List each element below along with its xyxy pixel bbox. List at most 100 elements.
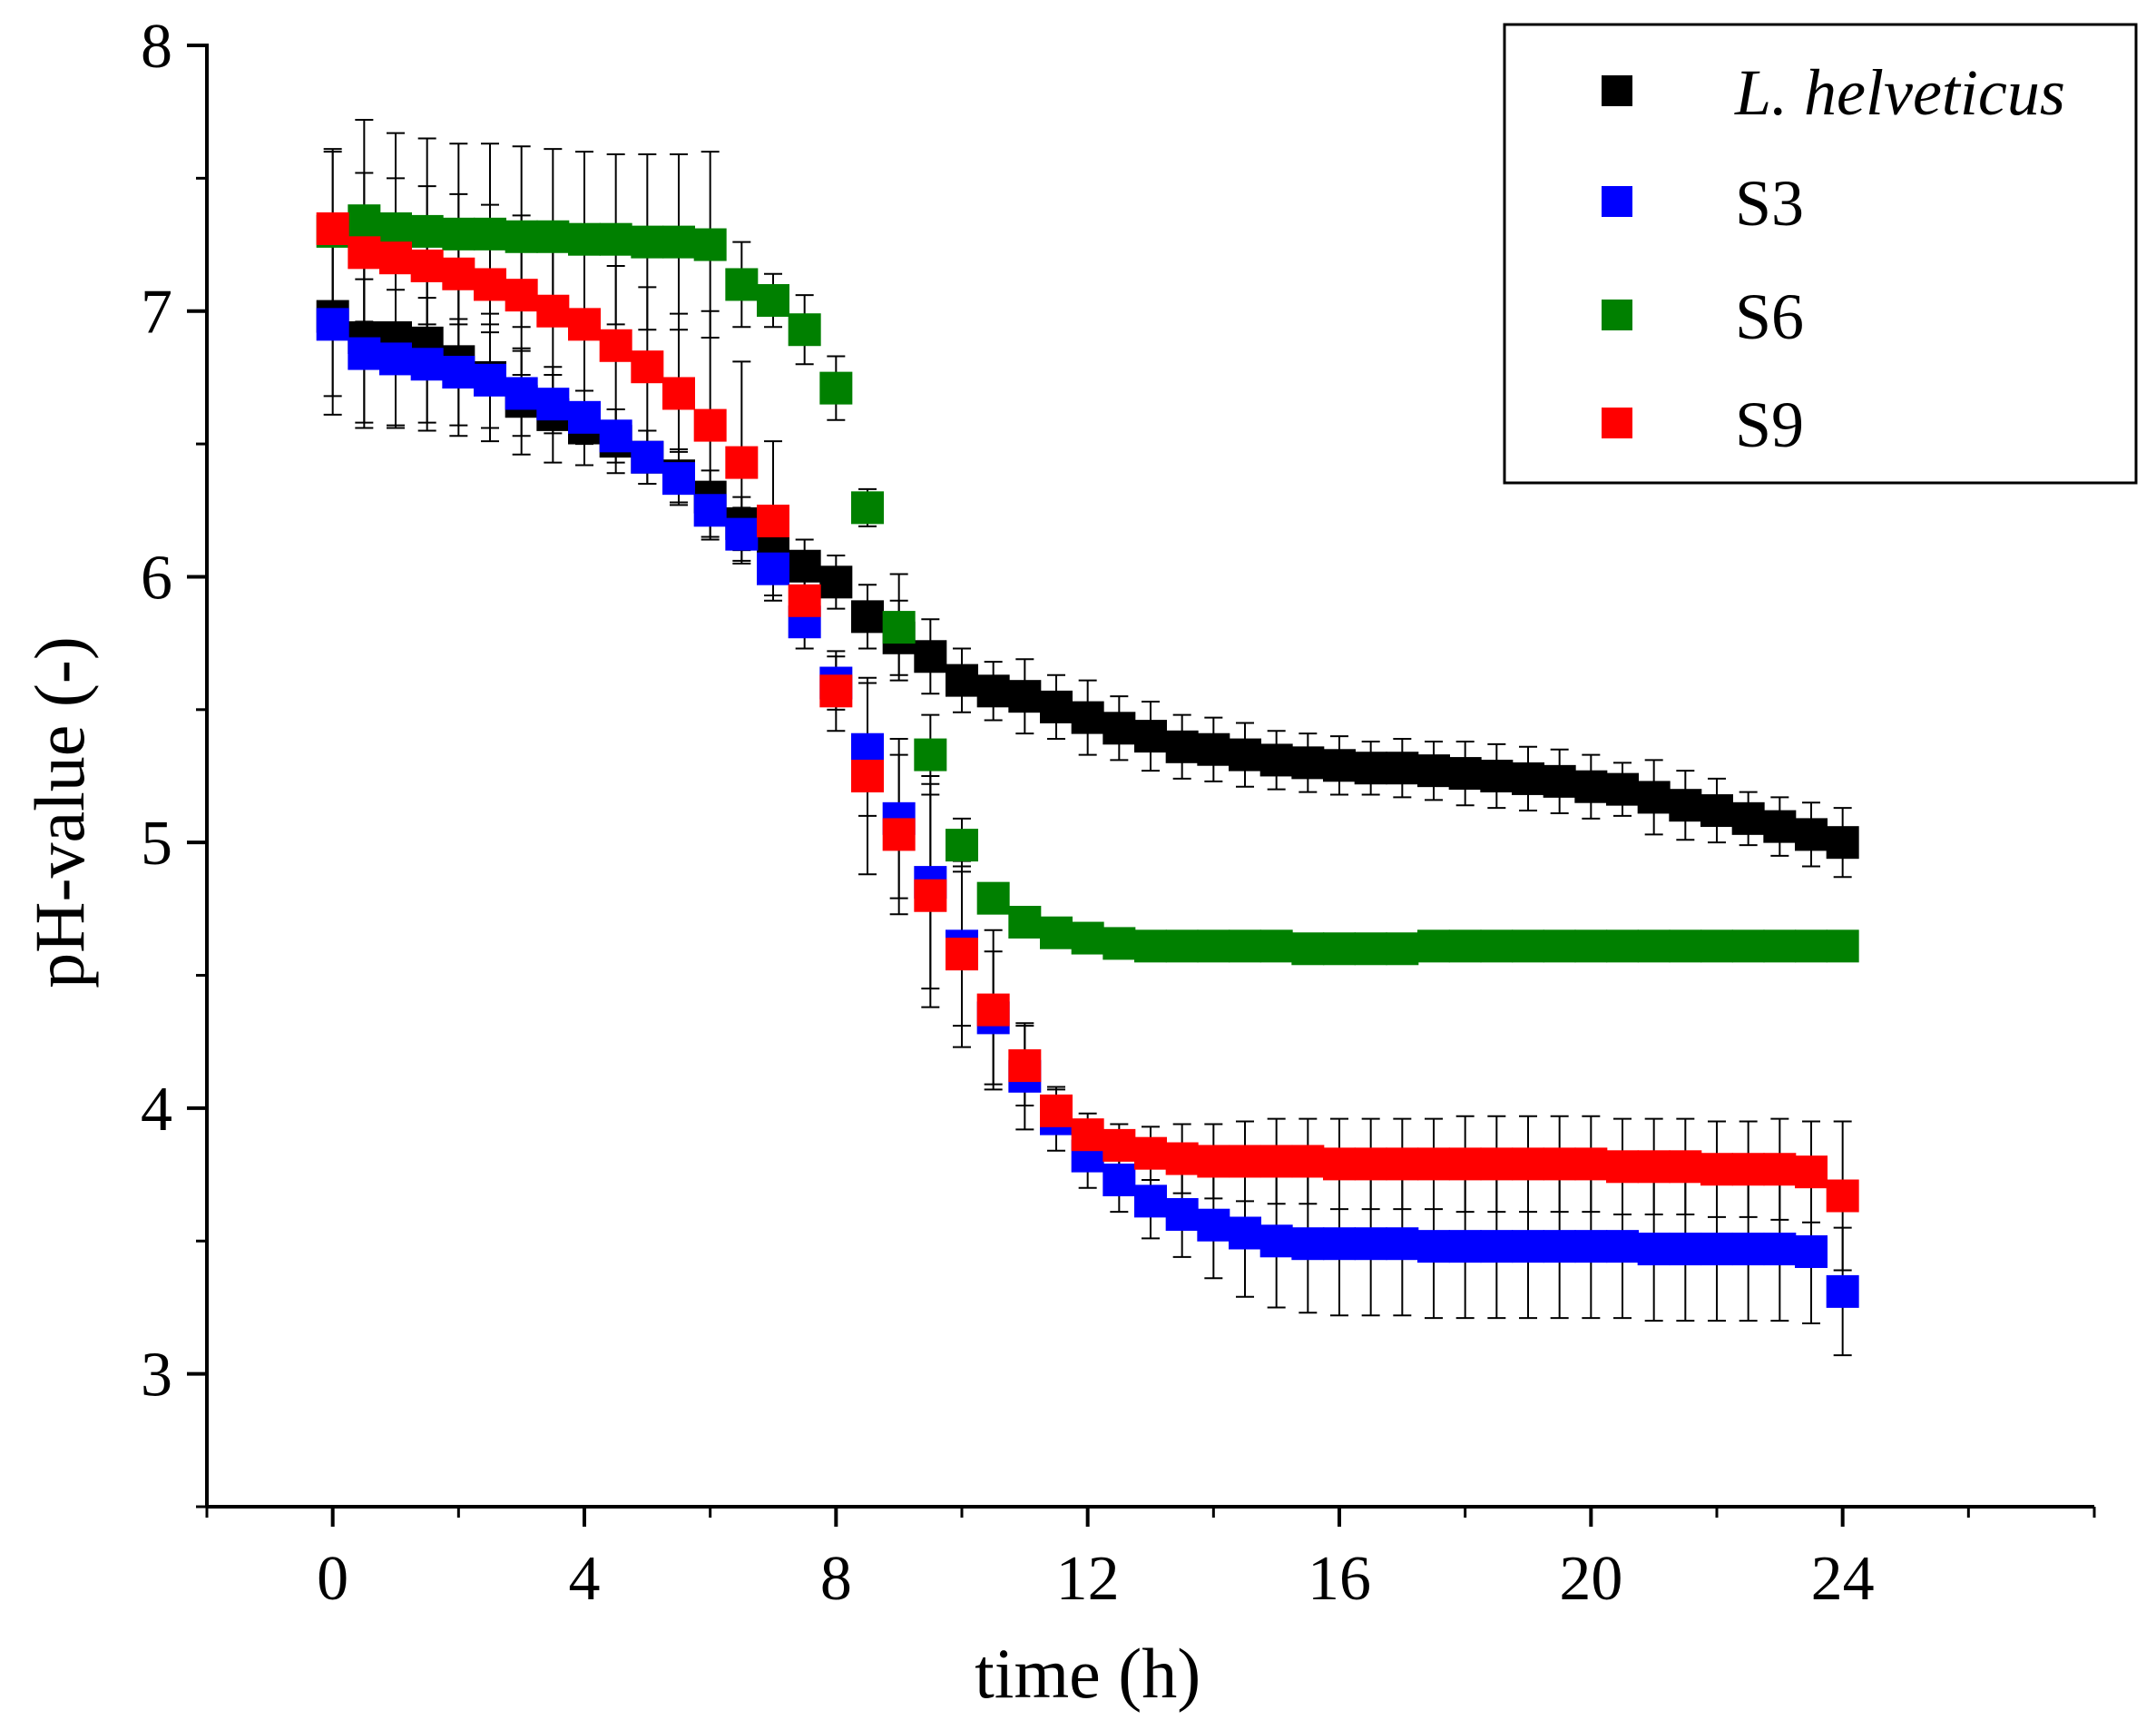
data-point bbox=[1731, 1153, 1765, 1186]
x-tick-label: 20 bbox=[1559, 1544, 1622, 1614]
data-point bbox=[505, 220, 538, 253]
data-point bbox=[599, 329, 632, 362]
data-point bbox=[1386, 752, 1419, 785]
data-point bbox=[662, 462, 695, 496]
data-point bbox=[1795, 1155, 1828, 1189]
data-point bbox=[946, 663, 978, 697]
data-point bbox=[1763, 1233, 1797, 1266]
data-point bbox=[1731, 929, 1765, 963]
data-point bbox=[1291, 746, 1325, 780]
data-point bbox=[788, 313, 821, 347]
data-point bbox=[379, 211, 412, 245]
data-point bbox=[693, 408, 727, 442]
legend-label: S6 bbox=[1735, 280, 1804, 353]
data-point bbox=[757, 552, 789, 585]
data-point bbox=[379, 342, 412, 376]
data-point bbox=[882, 611, 916, 644]
data-point bbox=[1512, 762, 1544, 795]
data-point bbox=[914, 738, 947, 772]
y-tick-label: 7 bbox=[141, 278, 172, 348]
data-point bbox=[1512, 929, 1544, 963]
data-point bbox=[1543, 1230, 1576, 1263]
data-point bbox=[914, 640, 947, 673]
data-point bbox=[1606, 1230, 1639, 1263]
data-point bbox=[1229, 1216, 1261, 1250]
data-point bbox=[1480, 760, 1514, 792]
data-point bbox=[1763, 810, 1797, 843]
data-point bbox=[1574, 770, 1608, 803]
data-point bbox=[442, 356, 475, 389]
data-point bbox=[1417, 754, 1450, 788]
data-point bbox=[851, 760, 884, 792]
x-tick-label: 16 bbox=[1308, 1544, 1371, 1614]
data-point bbox=[725, 517, 759, 551]
data-point bbox=[1259, 743, 1293, 777]
data-point bbox=[1134, 1136, 1167, 1170]
data-point bbox=[1291, 1145, 1325, 1178]
data-point bbox=[1354, 1227, 1387, 1261]
data-point bbox=[474, 363, 506, 397]
data-point bbox=[1795, 818, 1828, 851]
data-point bbox=[1448, 1230, 1482, 1263]
data-point bbox=[1543, 929, 1576, 963]
data-point bbox=[1574, 1230, 1608, 1263]
data-point bbox=[1669, 1150, 1702, 1184]
data-point bbox=[348, 337, 381, 370]
data-point bbox=[1008, 680, 1042, 713]
data-point bbox=[1134, 720, 1167, 753]
data-point bbox=[474, 217, 506, 251]
data-point bbox=[819, 371, 853, 405]
data-point bbox=[410, 214, 444, 248]
legend-marker bbox=[1602, 300, 1632, 330]
x-tick-label: 0 bbox=[317, 1544, 348, 1614]
data-point bbox=[474, 268, 506, 301]
data-point bbox=[1040, 690, 1073, 723]
data-point bbox=[1071, 701, 1104, 734]
data-point bbox=[1417, 1230, 1450, 1263]
data-point bbox=[599, 419, 632, 453]
data-point bbox=[1795, 929, 1828, 963]
legend: L. helveticus S3 S6 S9 bbox=[1503, 23, 2138, 485]
data-point bbox=[1229, 929, 1261, 963]
data-point bbox=[1480, 1230, 1514, 1263]
data-point bbox=[348, 204, 381, 238]
data-point bbox=[1606, 772, 1639, 806]
legend-label: S3 bbox=[1735, 167, 1804, 240]
data-point bbox=[568, 222, 601, 256]
data-point bbox=[1448, 929, 1482, 963]
data-point bbox=[1700, 929, 1733, 963]
data-point bbox=[946, 829, 978, 862]
data-point bbox=[662, 225, 695, 259]
data-point bbox=[819, 674, 853, 708]
data-point bbox=[788, 584, 821, 617]
data-point bbox=[1102, 1128, 1136, 1162]
data-point bbox=[1165, 1142, 1199, 1175]
data-point bbox=[348, 236, 381, 270]
data-point bbox=[976, 881, 1010, 915]
data-point bbox=[1543, 1147, 1576, 1181]
data-point bbox=[1448, 757, 1482, 791]
data-point bbox=[1040, 1094, 1073, 1127]
data-point bbox=[1354, 1147, 1387, 1181]
data-point bbox=[1134, 1184, 1167, 1218]
data-point bbox=[1102, 927, 1136, 960]
data-point bbox=[410, 348, 444, 381]
data-point bbox=[536, 388, 570, 421]
data-point bbox=[1197, 732, 1230, 766]
data-point bbox=[976, 993, 1010, 1027]
data-point bbox=[1669, 929, 1702, 963]
data-point bbox=[631, 350, 664, 384]
y-tick-label: 3 bbox=[141, 1341, 172, 1411]
data-point bbox=[1480, 1147, 1514, 1181]
data-point bbox=[851, 600, 884, 634]
x-tick-label: 8 bbox=[820, 1544, 852, 1614]
data-point bbox=[1637, 1233, 1671, 1266]
legend-label: S9 bbox=[1735, 388, 1804, 461]
y-tick-label: 6 bbox=[141, 543, 172, 613]
data-point bbox=[1229, 738, 1261, 772]
data-point bbox=[442, 217, 475, 251]
data-point bbox=[1480, 929, 1514, 963]
data-point bbox=[788, 549, 821, 583]
